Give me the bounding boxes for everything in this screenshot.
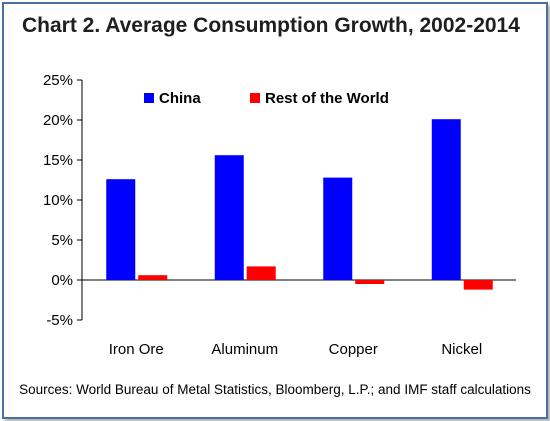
bar-china-copper xyxy=(323,177,353,280)
bar-rest-of-world-nickel xyxy=(463,280,493,290)
y-tick-label: 5% xyxy=(51,232,73,249)
source-note: Sources: World Bureau of Metal Statistic… xyxy=(19,382,531,397)
legend-label: China xyxy=(159,90,201,107)
x-category-label: Iron Ore xyxy=(109,341,164,358)
chart-svg: -5% 0% 5% 10% 15% 20% 25% Iron Ore Aluminum Coppe… xyxy=(43,72,516,358)
bar-china-iron-ore xyxy=(106,179,136,280)
y-tick-label: -5% xyxy=(46,312,73,329)
bar-rest-of-world-copper xyxy=(355,280,385,284)
legend-swatch-0 xyxy=(144,93,154,103)
bar-rest-of-world-aluminum xyxy=(246,266,276,280)
bar-rest-of-world-iron-ore xyxy=(138,275,168,280)
y-tick-label: 25% xyxy=(43,72,73,89)
x-category-label: Copper xyxy=(329,341,378,358)
x-category-label: Nickel xyxy=(441,341,482,358)
legend-swatch-1 xyxy=(250,93,260,103)
y-tick-label: 15% xyxy=(43,152,73,169)
legend-label: Rest of the World xyxy=(265,90,389,107)
chart-title: Chart 2. Average Consumption Growth, 200… xyxy=(22,14,520,37)
bar-china-aluminum xyxy=(214,155,244,280)
y-tick-label: 0% xyxy=(51,272,73,289)
bar-china-nickel xyxy=(431,119,461,280)
y-tick-label: 10% xyxy=(43,192,73,209)
y-tick-label: 20% xyxy=(43,112,73,129)
x-category-label: Aluminum xyxy=(211,341,278,358)
